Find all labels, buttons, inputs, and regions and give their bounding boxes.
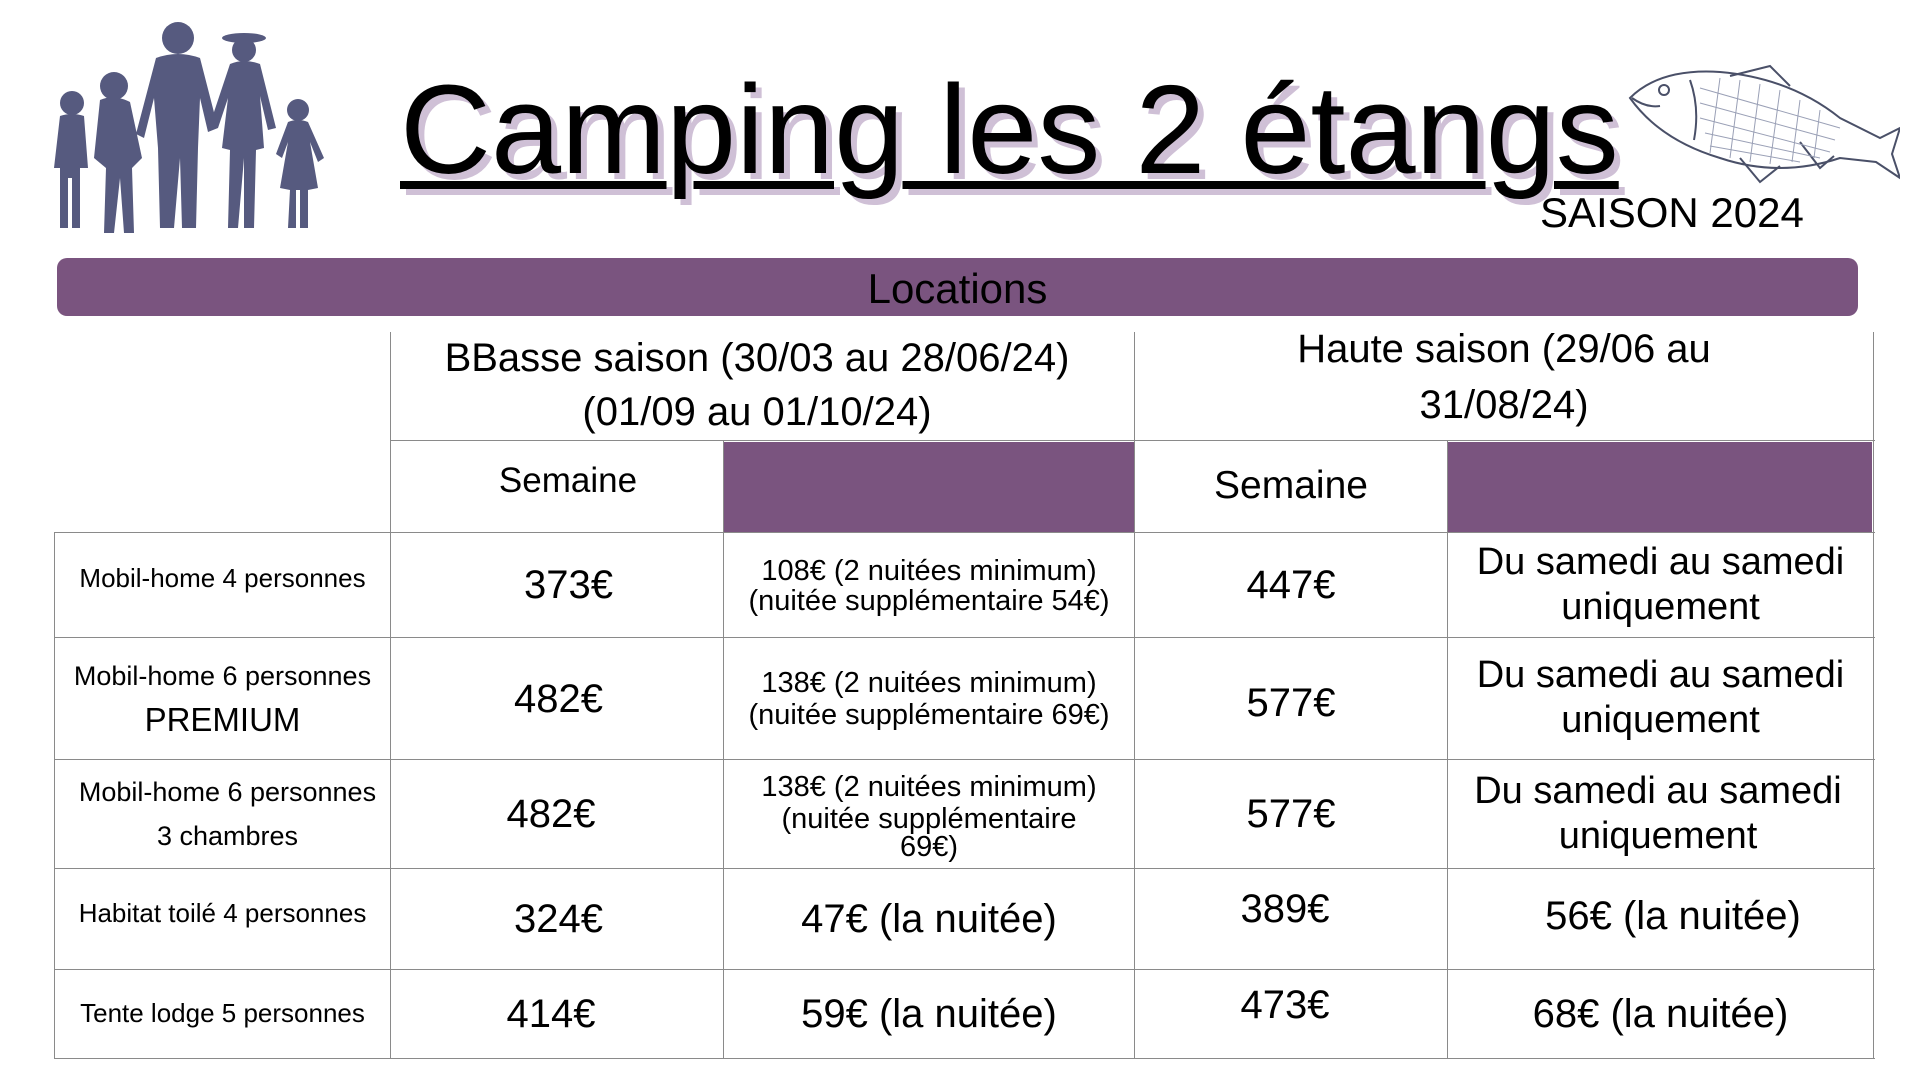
basse-week-price: 324€ — [514, 897, 603, 941]
basse-week-price: 373€ — [524, 563, 613, 607]
haute-saison-line2: 31/08/24) — [1419, 383, 1589, 427]
season-label: SAISON 2024 — [1540, 189, 1804, 236]
family-silhouette-icon — [54, 22, 324, 233]
row-label: Habitat toilé 4 personnes — [78, 898, 367, 929]
locations-label: Locations — [867, 265, 1048, 312]
locations-banner: Locations — [57, 258, 1858, 316]
row-label: Mobil-home 4 personnes — [79, 563, 366, 594]
row-label: Mobil-home 6 personnes 3 chambres — [78, 776, 377, 851]
basse-night-header-cell — [724, 442, 1134, 532]
haute-night-header-cell — [1447, 442, 1872, 532]
haute-night-price: 56€ (la nuitée) — [1545, 894, 1801, 938]
basse-week-price: 482€ — [514, 676, 603, 721]
haute-week-price: 473€ — [1240, 983, 1330, 1027]
basse-saison-line1: BBasse saison (30/03 au 28/06/24) — [444, 336, 1070, 380]
basse-week-price: 482€ — [506, 792, 596, 836]
basse-semaine-header: Semaine — [498, 461, 638, 500]
row-label: Tente lodge 5 personnes — [80, 998, 365, 1029]
haute-note: Du samedi au samedi uniquement — [1476, 654, 1845, 741]
haute-semaine-header: Semaine — [1214, 463, 1368, 507]
haute-saison-line1: Haute saison (29/06 au — [1297, 327, 1711, 371]
basse-night-price: 108€ (2 nuitées minimum) (nuitée supplém… — [748, 554, 1110, 617]
basse-night-price: 59€ (la nuitée) — [801, 992, 1057, 1036]
haute-night-price: 68€ (la nuitée) — [1532, 992, 1789, 1036]
basse-night-price: 138€ (2 nuitées minimum) (nuitée supplém… — [748, 667, 1110, 731]
haute-note: Du samedi au samedi uniquement — [1474, 770, 1842, 857]
basse-saison-line2: (01/09 au 01/10/24) — [582, 390, 932, 434]
row-label: Mobil-home 6 personnes PREMIUM — [73, 661, 372, 739]
haute-week-price: 577€ — [1246, 792, 1336, 836]
page-title: Camping les 2 étangs — [400, 59, 1619, 200]
haute-week-price: 577€ — [1246, 681, 1336, 725]
haute-week-price: 389€ — [1240, 887, 1330, 931]
basse-night-price: 47€ (la nuitée) — [801, 897, 1057, 941]
basse-week-price: 414€ — [506, 992, 596, 1036]
haute-week-price: 447€ — [1246, 563, 1336, 607]
haute-note: Du samedi au samedi uniquement — [1476, 541, 1845, 628]
haute-saison-header: Haute saison (29/06 au 31/08/24) — [1135, 322, 1873, 432]
basse-night-price: 138€ (2 nuitées minimum) (nuitée supplém… — [761, 771, 1097, 863]
basse-saison-header: BBasse saison (30/03 au 28/06/24) (01/09… — [391, 330, 1123, 440]
fish-illustration-icon — [1628, 64, 1900, 184]
